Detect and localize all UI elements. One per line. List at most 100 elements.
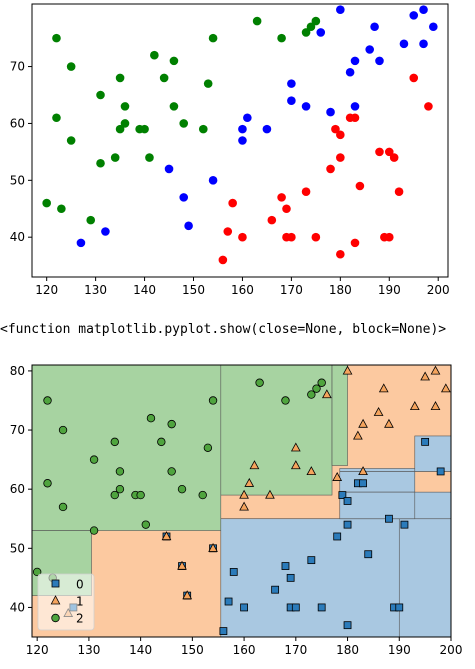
y-tick-label: 70 (10, 60, 25, 74)
legend-marker-triangle (50, 595, 61, 605)
data-point (355, 181, 365, 191)
data-point-circle (58, 425, 68, 435)
data-point-square (271, 585, 280, 594)
data-point (350, 113, 360, 123)
data-point (326, 107, 335, 117)
data-point (179, 193, 189, 202)
data-point-triangle (378, 383, 389, 393)
data-point (419, 5, 428, 14)
x-tick-label: 120 (26, 643, 49, 657)
data-point-square (317, 603, 326, 612)
data-point (86, 215, 96, 225)
data-point (409, 73, 419, 83)
data-point-triangle (353, 430, 363, 440)
data-point-circle (203, 443, 213, 452)
data-point-triangle (409, 401, 420, 410)
data-point (370, 22, 379, 32)
data-point (375, 147, 384, 157)
data-point (262, 124, 272, 134)
data-point (228, 198, 237, 208)
data-point (115, 73, 125, 83)
data-point-triangle (290, 442, 301, 452)
data-point (301, 102, 311, 111)
data-point (326, 164, 335, 174)
data-point-triangle (321, 389, 332, 399)
data-point-square (338, 491, 347, 499)
data-point (336, 130, 345, 140)
data-point-square (291, 603, 300, 612)
data-point (252, 16, 262, 26)
data-point-triangle (244, 477, 255, 487)
data-point-square (395, 603, 404, 612)
data-point-square (307, 556, 316, 565)
data-point (394, 187, 404, 196)
data-point-triangle (306, 466, 317, 476)
data-point-square (281, 562, 290, 570)
data-point-circle (167, 419, 176, 429)
data-point (145, 153, 154, 162)
data-point-square (219, 627, 228, 635)
data-point-circle (312, 384, 321, 393)
data-point (223, 227, 233, 236)
data-point-triangle (430, 401, 441, 410)
data-point (311, 16, 321, 26)
x-tick-label: 160 (231, 283, 254, 297)
data-point (218, 255, 228, 265)
data-point-square (333, 532, 342, 541)
data-point-triangle (239, 501, 249, 511)
data-point-circle (177, 484, 187, 494)
data-point-triangle (342, 365, 353, 375)
data-point-square (229, 568, 238, 576)
data-point-square (436, 467, 445, 476)
data-point-triangle (177, 560, 187, 570)
data-point-circle (198, 490, 207, 500)
data-point (169, 56, 179, 66)
data-point-circle (281, 396, 290, 405)
x-tick-label: 190 (378, 283, 401, 297)
data-point (169, 102, 179, 111)
data-point (350, 102, 360, 111)
decision-region (220, 364, 333, 496)
data-point (96, 158, 105, 168)
data-point (238, 124, 247, 134)
data-point-circle (255, 378, 264, 387)
data-point (301, 28, 311, 37)
decision-region (220, 518, 400, 638)
data-point (57, 204, 66, 214)
data-point-circle (146, 414, 156, 423)
y-tick-label: 40 (10, 600, 25, 614)
data-point (208, 176, 218, 185)
data-point-square (240, 603, 248, 612)
data-point-triangle (265, 489, 275, 499)
x-tick-label: 160 (233, 643, 256, 657)
legend: 0 1 2 (37, 573, 95, 631)
data-point (140, 124, 149, 134)
data-point (267, 215, 277, 225)
data-point-circle (208, 396, 218, 405)
data-point-triangle (182, 590, 193, 600)
data-point (96, 90, 105, 100)
data-point (331, 124, 340, 134)
y-tick-label: 70 (10, 423, 25, 437)
data-point (350, 238, 360, 248)
x-tick-label: 130 (84, 283, 107, 297)
data-point (336, 153, 345, 162)
data-point (316, 28, 326, 37)
data-point (375, 56, 384, 66)
data-point-square (421, 437, 430, 446)
x-tick-label: 140 (133, 283, 156, 297)
x-tick-label: 120 (35, 283, 58, 297)
data-point-triangle (384, 418, 394, 428)
data-point (306, 22, 316, 32)
data-point (277, 33, 286, 43)
data-point-square (400, 520, 409, 529)
data-point (336, 5, 345, 14)
x-tick-label: 200 (427, 283, 450, 297)
decision-region (331, 364, 348, 466)
decision-boundary-chart: 120 130 140 150 160 170 180 190 200 40 50 60 70 80 0 1 2 (10, 364, 463, 657)
data-point (311, 232, 321, 242)
legend-label: 0 (76, 578, 84, 592)
x-tick-label: 150 (182, 283, 205, 297)
data-point (110, 153, 120, 162)
